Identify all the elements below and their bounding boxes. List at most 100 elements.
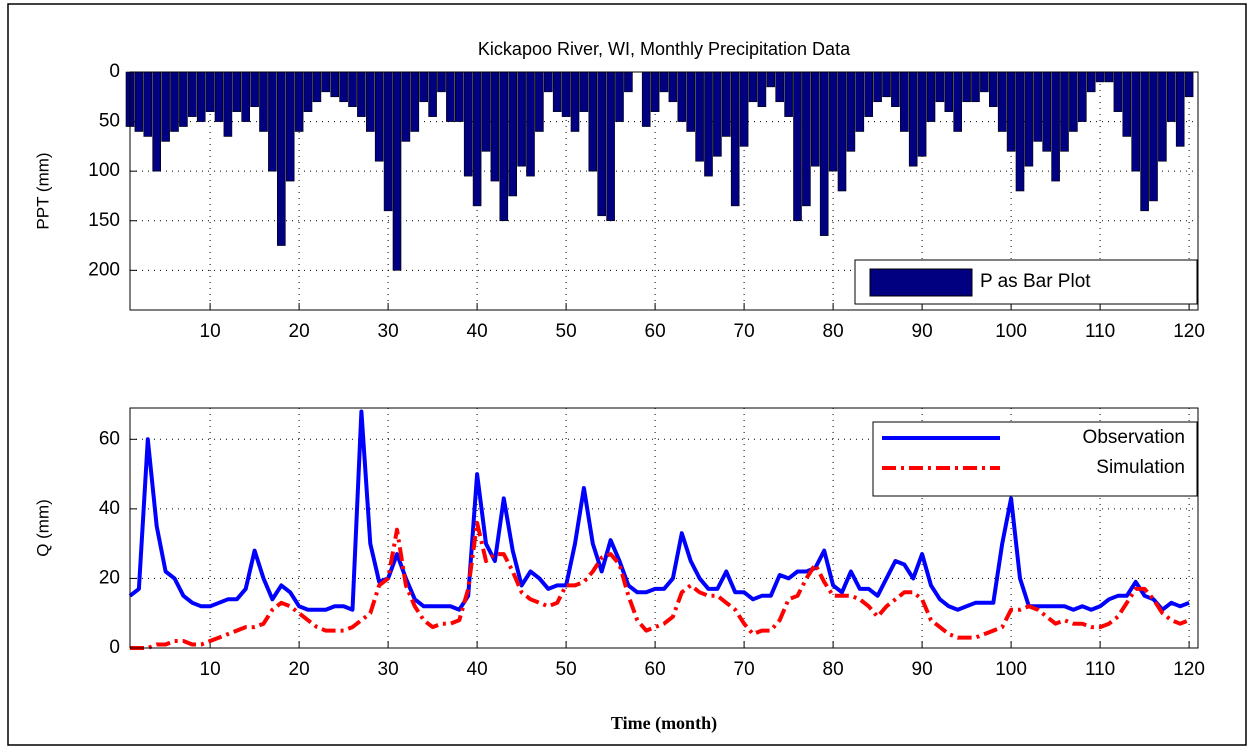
bar <box>170 71 179 132</box>
bar <box>250 71 259 108</box>
x-tick-label: 50 <box>556 659 577 680</box>
x-tick-label: 100 <box>995 659 1027 680</box>
x-tick-label: 110 <box>1085 659 1115 680</box>
bar <box>454 71 464 122</box>
bar <box>428 71 437 117</box>
x-tick-label: 60 <box>645 659 666 680</box>
bar <box>606 71 615 222</box>
bar <box>517 71 526 167</box>
bar <box>1060 71 1069 152</box>
legend-label: Simulation <box>1096 457 1185 478</box>
bar <box>882 71 891 98</box>
y-tick-label: 0 <box>109 61 120 82</box>
bar <box>944 71 954 112</box>
bar <box>1166 71 1176 122</box>
bar <box>828 71 838 172</box>
bar <box>472 71 482 207</box>
bar <box>508 71 518 197</box>
x-tick-label: 20 <box>289 321 310 342</box>
y-tick-label: 0 <box>109 637 120 658</box>
bar <box>134 71 144 132</box>
x-tick-label: 110 <box>1085 321 1115 342</box>
bar <box>241 71 251 122</box>
bar <box>285 71 295 182</box>
bar <box>1184 71 1194 98</box>
axes-frame <box>129 71 1199 311</box>
bar <box>962 71 971 103</box>
series-line <box>130 520 1190 650</box>
bar <box>615 71 624 122</box>
bar <box>668 71 678 103</box>
bar <box>1095 71 1105 83</box>
bar <box>259 71 268 132</box>
bar <box>1086 71 1096 93</box>
bar <box>721 71 731 137</box>
y-tick-label: 40 <box>99 498 120 519</box>
bar <box>864 71 874 117</box>
bar <box>899 71 909 132</box>
bar <box>223 71 233 137</box>
bar <box>784 71 793 117</box>
x-tick-label: 40 <box>467 321 488 342</box>
bar <box>303 71 313 112</box>
bar <box>980 71 989 93</box>
bar <box>775 71 785 103</box>
bar <box>997 71 1007 132</box>
bar <box>677 71 687 122</box>
x-tick-label: 10 <box>200 321 221 342</box>
bar <box>499 71 509 222</box>
bar <box>179 71 188 127</box>
bar <box>561 71 571 117</box>
bar <box>588 71 598 172</box>
x-tick-label: 60 <box>645 321 666 342</box>
x-tick-label: 80 <box>823 321 844 342</box>
bar <box>161 71 170 142</box>
x-tick-label: 20 <box>289 659 310 680</box>
y-tick-label: 60 <box>99 428 120 449</box>
bar <box>935 71 945 103</box>
x-tick-label: 70 <box>734 659 755 680</box>
bar <box>446 71 455 122</box>
bar <box>855 71 865 132</box>
x-tick-label: 80 <box>823 659 844 680</box>
bar <box>686 71 696 132</box>
legend-label: P as Bar Plot <box>980 271 1091 292</box>
y-tick-label: 100 <box>88 160 120 181</box>
bar <box>650 71 660 112</box>
legend-swatch <box>869 268 973 297</box>
series-line <box>128 409 1190 612</box>
bar <box>917 71 927 157</box>
bar <box>357 71 366 117</box>
bar <box>953 71 963 132</box>
bar <box>873 71 882 103</box>
y-tick-label: 20 <box>99 567 120 588</box>
bar <box>713 71 722 157</box>
bar <box>793 71 802 222</box>
bar <box>766 71 776 88</box>
bar <box>365 71 375 132</box>
bar <box>1024 71 1034 167</box>
bar <box>543 71 553 93</box>
bar <box>339 71 348 103</box>
bar <box>1051 71 1060 182</box>
bar <box>641 71 651 127</box>
x-tick-label: 100 <box>995 321 1027 342</box>
bar <box>481 71 491 152</box>
bar <box>330 71 340 98</box>
y-tick-label: 150 <box>88 210 120 231</box>
legend-label: Observation <box>1083 427 1185 448</box>
bar <box>196 71 206 122</box>
y-axis-label: PPT (mm) <box>33 152 52 229</box>
bar <box>1015 71 1025 192</box>
bar <box>837 71 847 192</box>
bar <box>1069 71 1078 132</box>
bar <box>739 71 749 147</box>
bar <box>1104 71 1114 83</box>
bar <box>1113 71 1123 112</box>
bar <box>463 71 473 177</box>
chart-title: Kickapoo River, WI, Monthly Precipitatio… <box>478 39 851 59</box>
bar <box>321 71 331 93</box>
bar <box>143 71 153 137</box>
bar <box>659 71 669 93</box>
x-tick-label: 70 <box>734 321 755 342</box>
